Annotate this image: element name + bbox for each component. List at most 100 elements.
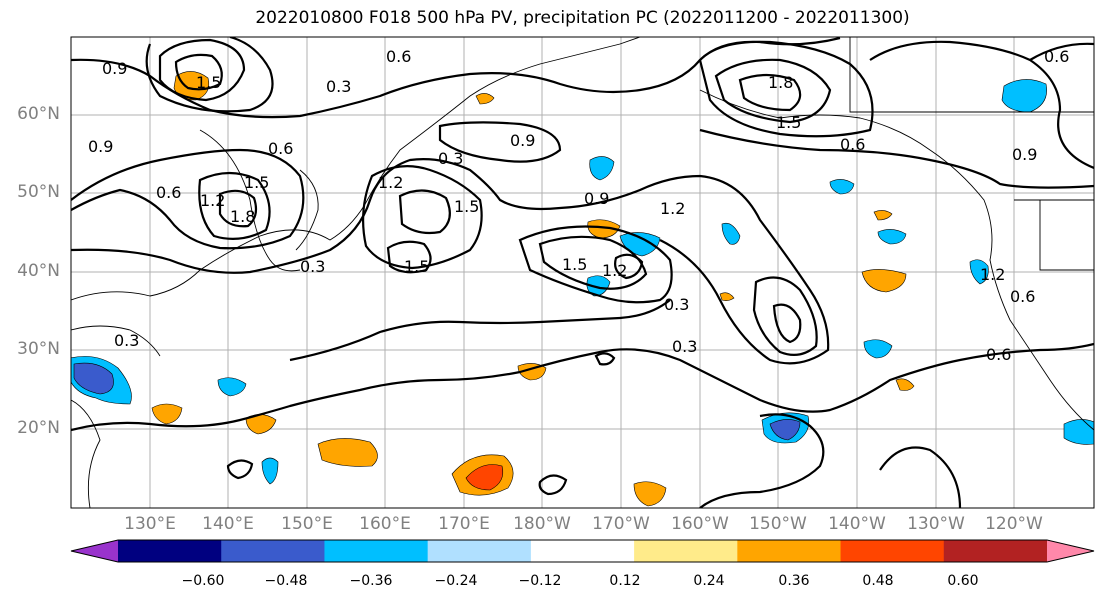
precip-patch-negative — [721, 222, 741, 245]
contour-label: 1.8 — [768, 73, 793, 92]
contour-label: 0.9 — [510, 131, 535, 150]
lat-tick: 50°N — [17, 182, 60, 202]
precip-patch-negative — [586, 275, 611, 297]
colorbar-bin — [221, 540, 325, 562]
contour-label: 0.3 — [300, 257, 325, 276]
contour-label: 1.5 — [404, 257, 429, 276]
contour-label: 0.9 — [102, 59, 127, 78]
contour-label: 1.2 — [660, 199, 685, 218]
contour-label: 1.2 — [980, 265, 1005, 284]
precipitation-patches — [71, 71, 1094, 507]
contour-label: 0.6 — [1044, 47, 1069, 66]
colorbar-bin — [737, 540, 842, 562]
contour-label: 0.3 — [672, 337, 697, 356]
contour-label: 0.3 — [114, 331, 139, 350]
precip-patch-negative — [261, 457, 279, 485]
colorbar-tick: 0.24 — [693, 573, 725, 589]
colorbar-outline — [70, 539, 1095, 563]
precip-patch-negative — [1063, 419, 1094, 445]
contour-label: 0.9 — [88, 137, 113, 156]
precip-patch-negative — [217, 377, 247, 397]
precip-patch-positive — [151, 403, 183, 425]
colorbar-bin — [840, 540, 945, 562]
precip-patch-negative — [829, 179, 855, 195]
lon-tick: 180°W — [513, 514, 571, 534]
lon-tick: 150°E — [281, 514, 333, 534]
contour-label: 1.5 — [196, 73, 221, 92]
lon-tick: 140°W — [828, 514, 886, 534]
lon-tick: 170°E — [438, 514, 490, 534]
lon-tick: 130°W — [907, 514, 965, 534]
colorbar-tick: −0.12 — [518, 573, 562, 589]
lon-tick: 170°W — [592, 514, 650, 534]
contour-labels: 0.9 0.6 0.3 1.2 1.5 1.8 1.5 1.2 0.6 0.9 … — [88, 47, 1069, 364]
map-frame — [70, 36, 1095, 509]
colorbar-tick: −0.24 — [434, 573, 478, 589]
contour-label: 1.5 — [562, 255, 587, 274]
colorbar-extend-low — [71, 540, 118, 562]
precip-patch-positive — [475, 93, 495, 105]
precip-patch-negative — [589, 156, 615, 181]
lon-tick: 150°W — [749, 514, 807, 534]
contour-label: 0.6 — [840, 135, 865, 154]
lat-tick: 40°N — [17, 261, 60, 281]
colorbar-bin — [634, 540, 738, 562]
precip-patch-negative — [1001, 79, 1047, 113]
precip-patch-positive — [719, 292, 735, 301]
contour-label: 1.5 — [244, 173, 269, 192]
precip-patch-positive — [633, 481, 667, 507]
precip-patch-negative — [877, 229, 907, 245]
colorbar-tick: −0.60 — [181, 573, 225, 589]
contour-label: 0.3 — [438, 149, 463, 168]
precip-patch-strong-negative — [73, 362, 114, 395]
contour-label: 0.6 — [268, 139, 293, 158]
precip-patch-positive — [317, 438, 378, 467]
map-title: 2022010800 F018 500 hPa PV, precipitatio… — [255, 8, 910, 28]
contour-label: 0.6 — [156, 183, 181, 202]
contour-label: 1.2 — [602, 261, 627, 280]
contour-label: 0.3 — [664, 295, 689, 314]
lon-tick: 160°W — [671, 514, 729, 534]
lat-tick: 30°N — [17, 339, 60, 359]
colorbar-bin — [427, 540, 532, 562]
colorbar-tick: 0.48 — [862, 573, 894, 589]
colorbar — [70, 539, 1095, 563]
precip-patch-positive — [861, 269, 907, 293]
colorbar-bin — [324, 540, 429, 562]
contour-label: 1.8 — [230, 207, 255, 226]
colorbar-tick: 0.60 — [947, 573, 979, 589]
pv-contours — [71, 37, 1094, 508]
contour-label: 1.5 — [454, 197, 479, 216]
precip-patch-strong-negative — [769, 419, 801, 441]
precip-patch-negative — [969, 259, 989, 285]
precip-patch-strong-positive — [465, 464, 504, 491]
colorbar-tick: 0.36 — [778, 573, 810, 589]
colorbar-bin — [530, 540, 635, 562]
precip-patch-positive — [873, 210, 893, 221]
contour-label: 0.9 — [1012, 145, 1037, 164]
lon-tick: 160°E — [359, 514, 411, 534]
contour-label: 0.6 — [386, 47, 411, 66]
colorbar-tick: −0.48 — [264, 573, 308, 589]
lon-tick: 140°E — [202, 514, 254, 534]
lat-tick: 60°N — [17, 104, 60, 124]
contour-label: 1.2 — [378, 173, 403, 192]
colorbar-tick: −0.36 — [349, 573, 393, 589]
coastlines — [71, 37, 1094, 508]
contour-label: 0.6 — [986, 345, 1011, 364]
lon-tick: 120°W — [985, 514, 1043, 534]
colorbar-extend-high — [1047, 540, 1094, 562]
contour-label: 0.9 — [584, 189, 609, 208]
lat-tick: 20°N — [17, 418, 60, 438]
colorbar-bin — [118, 540, 222, 562]
gridlines — [71, 37, 1094, 508]
precip-patch-positive — [895, 378, 915, 391]
contour-label: 1.2 — [200, 191, 225, 210]
contour-label: 1.5 — [776, 113, 801, 132]
contour-label: 0.6 — [1010, 287, 1035, 306]
contour-label: 0.3 — [326, 77, 351, 96]
colorbar-bin — [943, 540, 1048, 562]
precip-patch-positive — [587, 219, 621, 239]
precip-patch-negative — [863, 339, 893, 359]
